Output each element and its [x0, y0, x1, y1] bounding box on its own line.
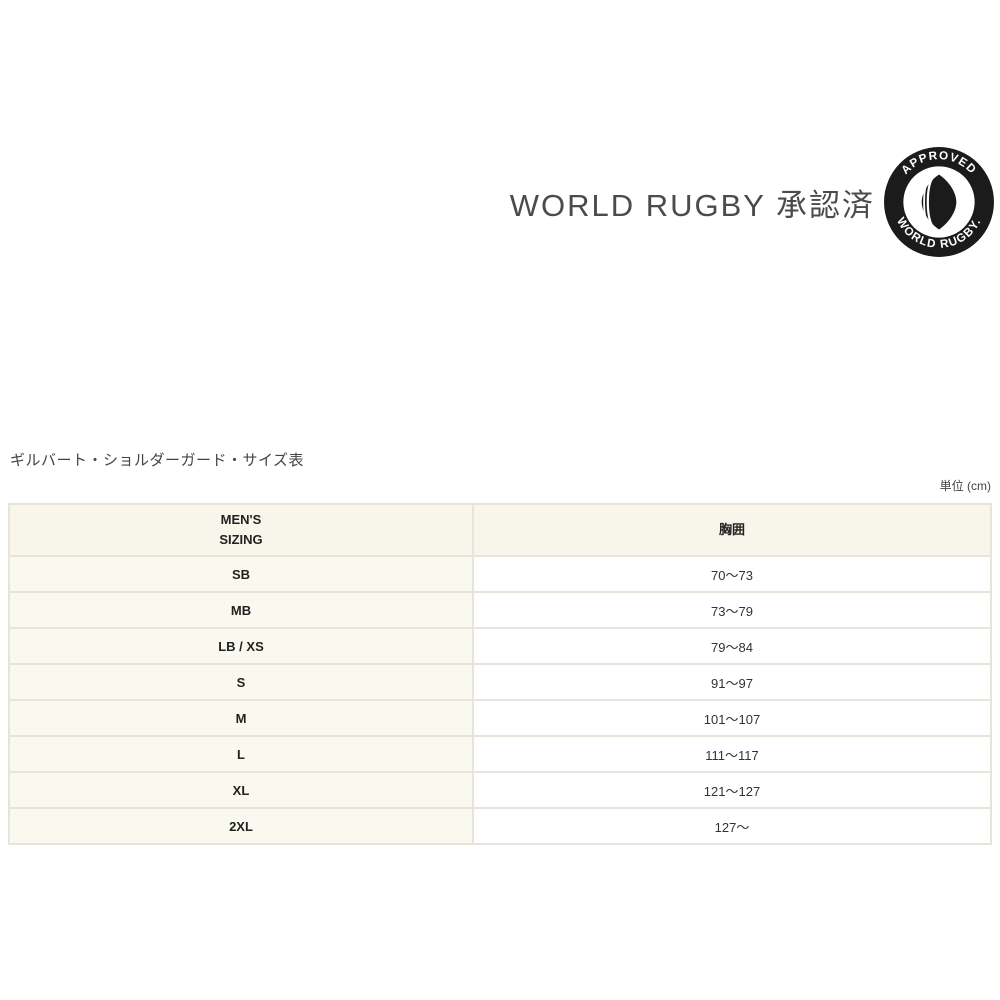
- chest-value: 79〜84: [471, 627, 993, 665]
- chest-value: 111〜117: [471, 735, 993, 773]
- world-rugby-approved-badge: APPROVED WORLD RUGBY.: [884, 147, 994, 257]
- size-label: S: [8, 663, 474, 701]
- table-row: M 101〜107: [8, 699, 993, 737]
- table-row: SB 70〜73: [8, 555, 993, 593]
- size-table: MEN'S SIZING 胸囲 SB 70〜73 MB 73〜79 LB / X…: [8, 503, 993, 845]
- approval-section: WORLD RUGBY 承認済 APPROVED WORLD RUGBY.: [510, 146, 995, 258]
- table-row: XL 121〜127: [8, 771, 993, 809]
- chest-value: 101〜107: [471, 699, 993, 737]
- table-row: L 111〜117: [8, 735, 993, 773]
- size-label: LB / XS: [8, 627, 474, 665]
- table-row: 2XL 127〜: [8, 807, 993, 845]
- header-mens-line2: SIZING: [219, 532, 263, 547]
- chest-value: 121〜127: [471, 771, 993, 809]
- size-label: SB: [8, 555, 474, 593]
- chest-value: 73〜79: [471, 591, 993, 629]
- size-label: XL: [8, 771, 474, 809]
- rugby-ball-icon: [921, 174, 957, 230]
- table-row: MB 73〜79: [8, 591, 993, 629]
- rugby-ball-seam-1: [926, 177, 934, 227]
- size-label: M: [8, 699, 474, 737]
- chest-value: 127〜: [471, 807, 993, 845]
- approval-text: WORLD RUGBY 承認済: [509, 187, 875, 223]
- header-chest: 胸囲: [471, 503, 993, 557]
- size-label: 2XL: [8, 807, 474, 845]
- header-mens-line1: MEN'S: [220, 511, 262, 527]
- rugby-ball-seam-2: [923, 182, 928, 222]
- size-chart-title: ギルバート・ショルダーガード・サイズ表: [10, 452, 305, 469]
- table-header-row: MEN'S SIZING 胸囲: [8, 503, 993, 557]
- size-label: MB: [8, 591, 474, 629]
- unit-label: 単位 (cm): [939, 479, 991, 493]
- size-label: L: [8, 735, 474, 773]
- header-mens-sizing: MEN'S SIZING: [8, 503, 474, 557]
- chest-value: 70〜73: [471, 555, 993, 593]
- table-row: S 91〜97: [8, 663, 993, 701]
- table-row: LB / XS 79〜84: [8, 627, 993, 665]
- chest-value: 91〜97: [471, 663, 993, 701]
